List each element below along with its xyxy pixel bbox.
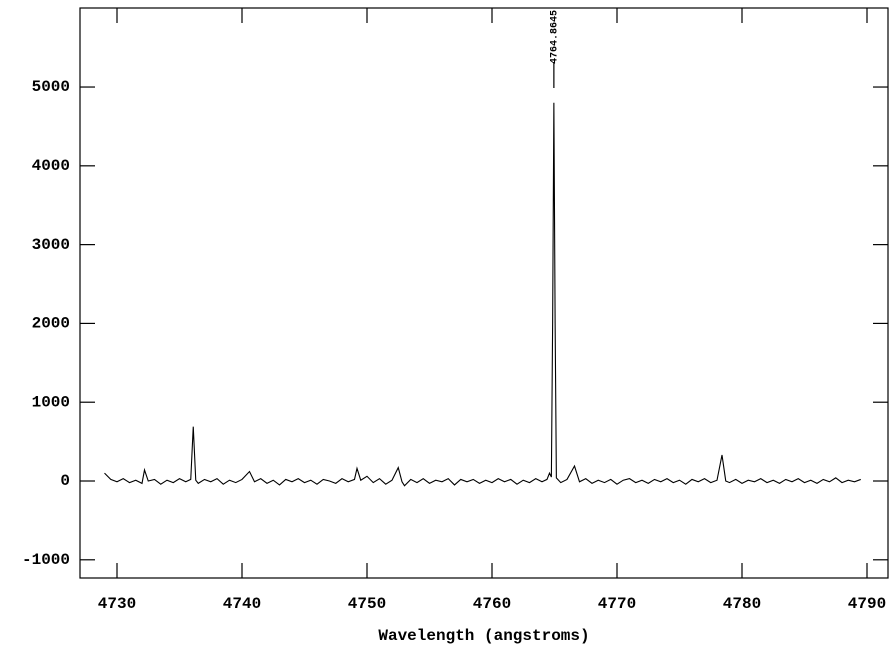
x-tick-label: 4790 <box>848 595 886 613</box>
x-tick-label: 4760 <box>473 595 511 613</box>
y-tick-label: 3000 <box>32 236 70 254</box>
y-tick-label: 1000 <box>32 393 70 411</box>
x-tick-label: 4780 <box>723 595 761 613</box>
y-tick-label: 5000 <box>32 78 70 96</box>
x-tick-label: 4750 <box>348 595 386 613</box>
y-tick-label: 2000 <box>32 315 70 333</box>
x-axis-label: Wavelength (angstroms) <box>378 627 589 645</box>
y-tick-label: -1000 <box>22 551 70 569</box>
y-tick-label: 4000 <box>32 157 70 175</box>
x-tick-label: 4740 <box>223 595 261 613</box>
annotation-label: 4764.8645 <box>550 10 561 64</box>
y-tick-label: 0 <box>60 472 70 490</box>
spectrum-line <box>104 102 861 487</box>
x-tick-label: 4730 <box>98 595 136 613</box>
plot-frame <box>79 7 889 579</box>
x-tick-label: 4770 <box>598 595 636 613</box>
